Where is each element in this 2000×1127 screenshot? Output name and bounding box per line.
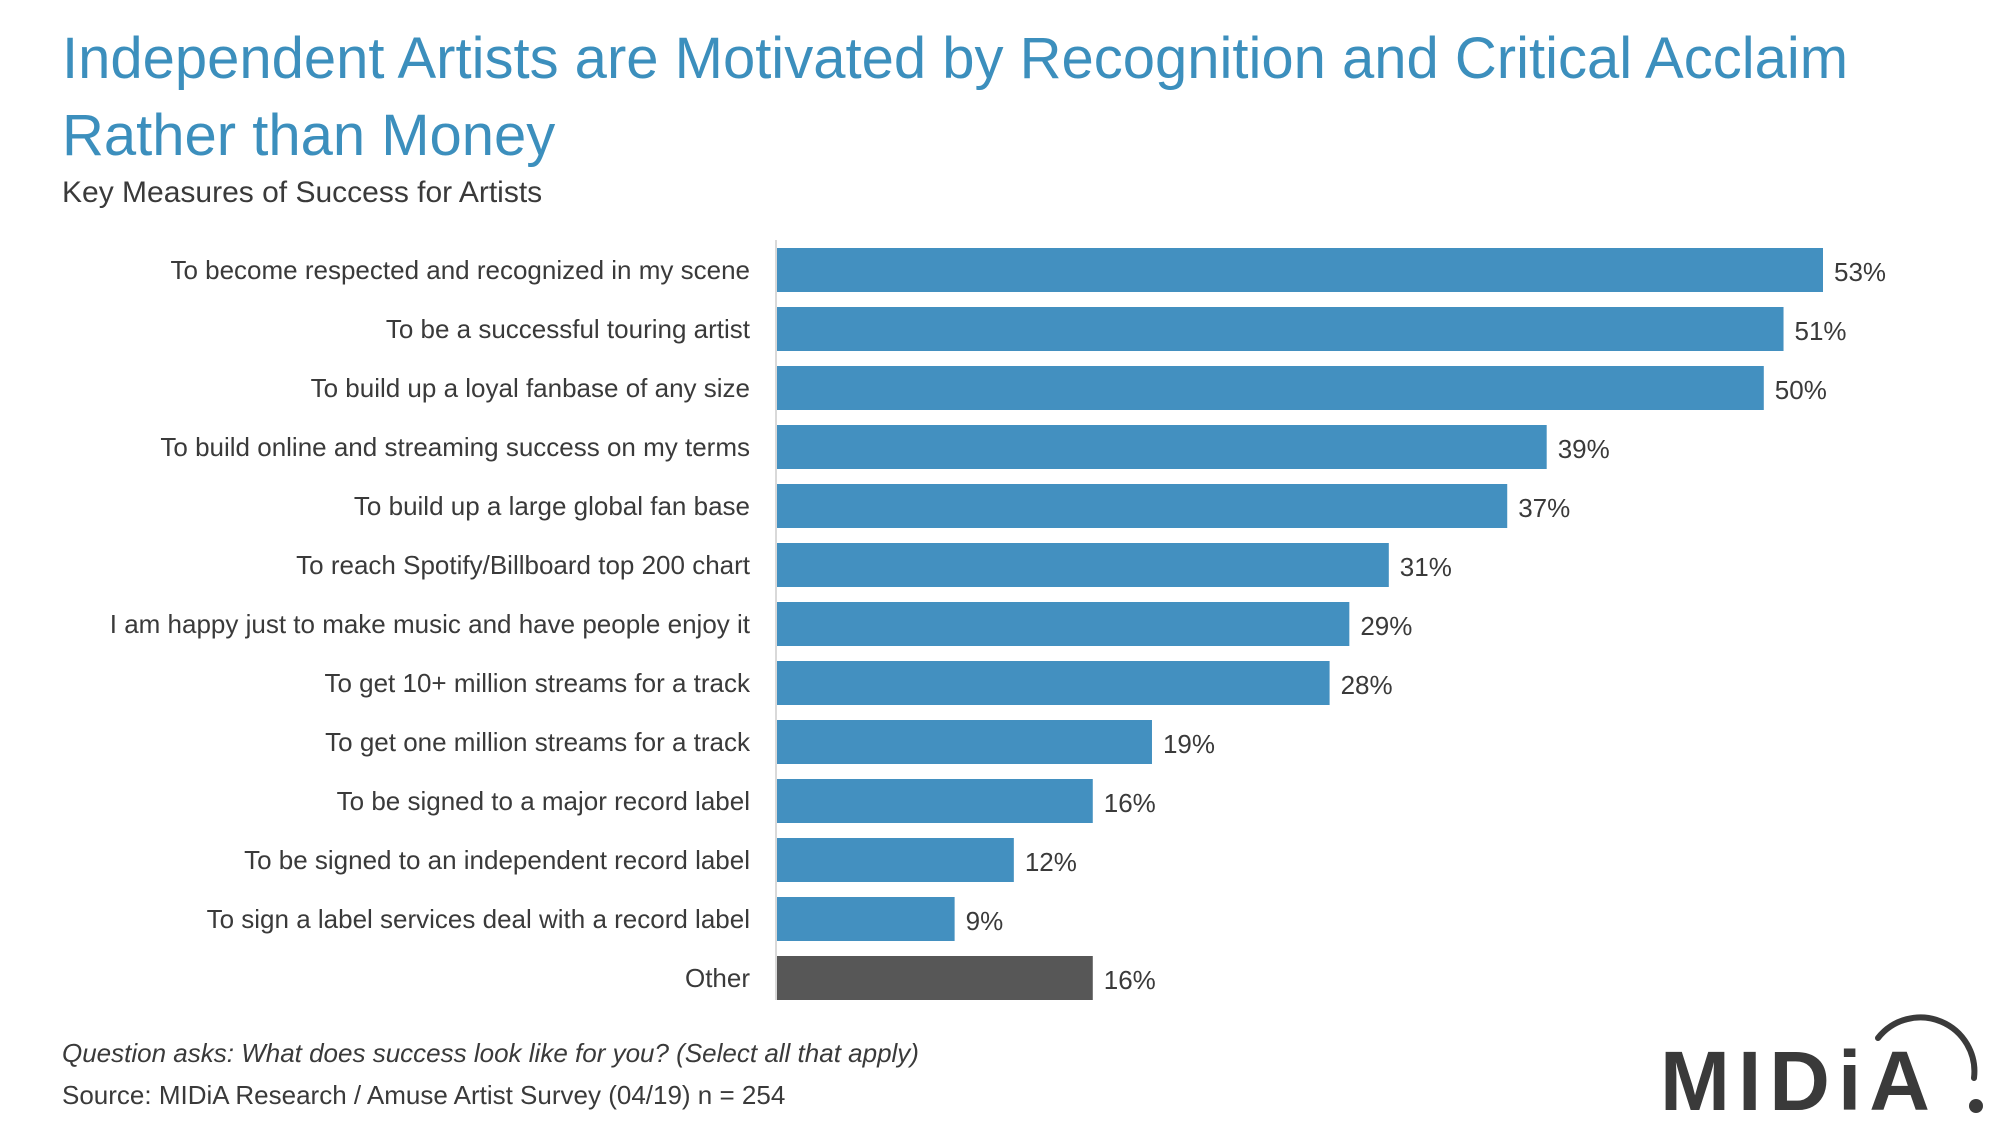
bar — [777, 720, 1152, 764]
bar — [777, 307, 1784, 351]
value-label: 29% — [1360, 611, 1412, 641]
bar — [777, 661, 1330, 705]
bar — [777, 897, 955, 941]
category-label: To get 10+ million streams for a track — [324, 668, 751, 698]
bar — [777, 366, 1764, 410]
bar — [777, 425, 1547, 469]
category-label: To build up a large global fan base — [354, 491, 750, 521]
category-label: To be signed to a major record label — [337, 786, 750, 816]
value-label: 37% — [1518, 493, 1570, 523]
category-label: To sign a label services deal with a rec… — [207, 904, 750, 934]
question-footnote: Question asks: What does success look li… — [62, 1038, 919, 1068]
value-label: 50% — [1775, 375, 1827, 405]
midia-logo: MIDiA — [1660, 1014, 1983, 1120]
bar — [777, 543, 1389, 587]
category-label: To be a successful touring artist — [386, 314, 751, 344]
bar — [777, 248, 1823, 292]
bar — [777, 956, 1093, 1000]
chart-title: Independent Artists are Motivated by Rec… — [62, 26, 1849, 168]
category-label: To build up a loyal fanbase of any size — [311, 373, 750, 403]
category-label: I am happy just to make music and have p… — [110, 609, 751, 639]
category-label: To reach Spotify/Billboard top 200 chart — [296, 550, 751, 580]
value-label: 51% — [1795, 316, 1847, 346]
chart-subtitle: Key Measures of Success for Artists — [62, 176, 543, 209]
value-label: 16% — [1104, 965, 1156, 995]
category-label: To get one million streams for a track — [325, 727, 751, 757]
source-note: Source: MIDiA Research / Amuse Artist Su… — [62, 1080, 786, 1110]
bar — [777, 602, 1350, 646]
bar — [777, 484, 1508, 528]
category-label: Other — [685, 963, 750, 993]
svg-text:MIDiA: MIDiA — [1660, 1034, 1938, 1120]
category-label: To become respected and recognized in my… — [170, 255, 750, 285]
value-label: 9% — [966, 906, 1004, 936]
value-label: 12% — [1025, 847, 1077, 877]
bar — [777, 838, 1014, 882]
value-label: 53% — [1834, 257, 1886, 287]
category-label: To be signed to an independent record la… — [244, 845, 750, 875]
value-label: 28% — [1341, 670, 1393, 700]
bar — [777, 779, 1093, 823]
value-label: 16% — [1104, 788, 1156, 818]
value-label: 39% — [1558, 434, 1610, 464]
value-label: 19% — [1163, 729, 1215, 759]
category-label: To build online and streaming success on… — [160, 432, 750, 462]
value-label: 31% — [1400, 552, 1452, 582]
